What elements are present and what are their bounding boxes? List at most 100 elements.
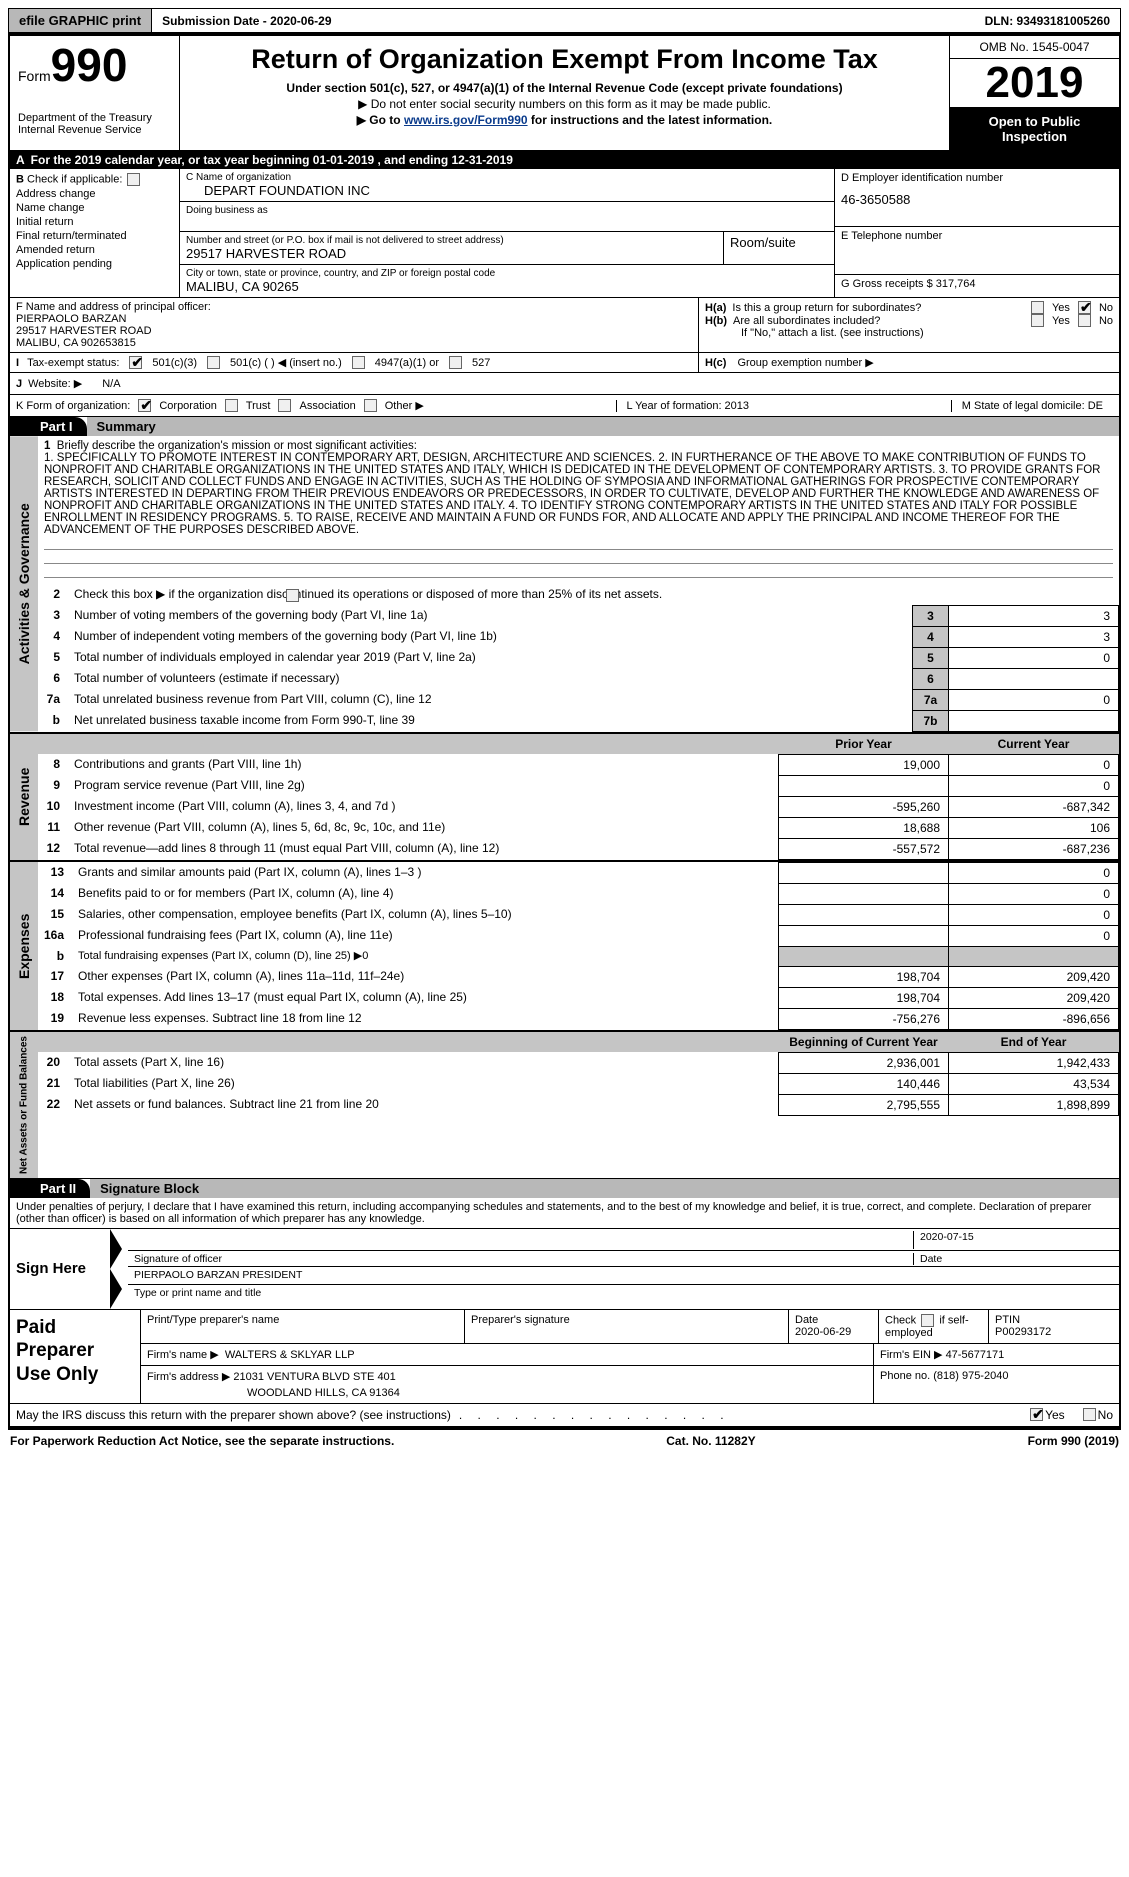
firm-name: WALTERS & SKLYAR LLP	[225, 1349, 355, 1361]
preparer-label: Paid Preparer Use Only	[10, 1310, 140, 1403]
hb-no-checkbox[interactable]	[1078, 314, 1091, 327]
line7b-val	[949, 710, 1119, 731]
website-row: J Website: ▶ N/A	[10, 373, 1119, 395]
org-name: DEPART FOUNDATION INC	[186, 183, 828, 198]
ha-yes-checkbox[interactable]	[1031, 301, 1044, 314]
form-number: Form990	[18, 42, 171, 88]
arrow-icon	[110, 1229, 122, 1269]
header-sub3: ▶ Go to www.irs.gov/Form990 for instruct…	[188, 113, 941, 127]
ha-no-checkbox[interactable]	[1078, 301, 1091, 314]
expenses-section: Expenses 13Grants and similar amounts pa…	[10, 862, 1119, 1032]
blank-line	[44, 536, 1113, 550]
firm-addr2: WOODLAND HILLS, CA 91364	[147, 1387, 867, 1399]
vlabel-activities: Activities & Governance	[10, 436, 38, 731]
firm-phone: (818) 975-2040	[933, 1370, 1008, 1382]
row-a: A For the 2019 calendar year, or tax yea…	[10, 151, 1119, 169]
vlabel-expenses: Expenses	[10, 862, 38, 1030]
irs-link[interactable]: www.irs.gov/Form990	[404, 113, 528, 127]
identity-block: B Check if applicable: Address change Na…	[10, 169, 1119, 298]
blank-line	[44, 550, 1113, 564]
topbar: efile GRAPHIC print Submission Date - 20…	[8, 8, 1121, 34]
chk-initial-return: Initial return	[16, 216, 173, 228]
id-center: C Name of organization DEPART FOUNDATION…	[180, 169, 834, 297]
line6-val	[949, 668, 1119, 689]
dots: . . . . . . . . . . . . . . .	[451, 1408, 1028, 1422]
tax-year: 2019	[950, 59, 1119, 108]
line3-val: 3	[949, 605, 1119, 626]
activities-section: Activities & Governance 1 Briefly descri…	[10, 436, 1119, 733]
sign-here: Sign Here 2020-07-15 Signature of office…	[10, 1229, 1119, 1310]
chk-527[interactable]	[449, 356, 462, 369]
line7a-val: 0	[949, 689, 1119, 710]
address-row: Number and street (or P.O. box if mail i…	[180, 232, 834, 265]
col-b: B Check if applicable: Address change Na…	[10, 169, 180, 297]
part1-tab: Part I	[10, 417, 87, 436]
efile-print-button[interactable]: efile GRAPHIC print	[9, 9, 152, 32]
chk-corp[interactable]	[138, 399, 151, 412]
form-header: Form990 Department of the Treasury Inter…	[10, 36, 1119, 151]
chk-501c3[interactable]	[129, 356, 142, 369]
discontinued-checkbox[interactable]	[286, 589, 299, 602]
irs: Internal Revenue Service	[18, 124, 171, 136]
header-sub2: ▶ Do not enter social security numbers o…	[188, 97, 941, 111]
chk-assoc[interactable]	[278, 399, 291, 412]
net-table: Beginning of Current YearEnd of Year 20T…	[38, 1032, 1119, 1116]
ein-cell: D Employer identification number 46-3650…	[835, 169, 1119, 227]
arrow-icon	[110, 1269, 122, 1309]
revenue-table: Prior YearCurrent Year 8Contributions an…	[38, 734, 1119, 860]
line5-val: 0	[949, 647, 1119, 668]
gross-receipts: G Gross receipts $ 317,764	[835, 275, 1119, 293]
chk-address-change: Address change	[16, 188, 173, 200]
preparer-block: Paid Preparer Use Only Print/Type prepar…	[10, 1310, 1119, 1404]
mission-text: 1. SPECIFICALLY TO PROMOTE INTEREST IN C…	[44, 452, 1113, 536]
self-employed-checkbox[interactable]	[921, 1314, 934, 1327]
year-formation: L Year of formation: 2013	[616, 400, 760, 412]
officer-addr1: 29517 HARVESTER ROAD	[16, 325, 692, 337]
chk-501c[interactable]	[207, 356, 220, 369]
prep-row1: Print/Type preparer's name Preparer's si…	[141, 1310, 1119, 1344]
phone-cell: E Telephone number	[835, 227, 1119, 275]
chk-amended: Amended return	[16, 244, 173, 256]
expenses-table: 13Grants and similar amounts paid (Part …	[38, 862, 1119, 1030]
chk-trust[interactable]	[225, 399, 238, 412]
submission-date: Submission Date - 2020-06-29	[152, 10, 341, 32]
state-domicile: M State of legal domicile: DE	[951, 400, 1113, 412]
open-to-public: Open to Public Inspection	[950, 108, 1119, 150]
header-sub1: Under section 501(c), 527, or 4947(a)(1)…	[188, 81, 941, 95]
mission-block: 1 Briefly describe the organization's mi…	[38, 436, 1119, 536]
blank-line	[44, 564, 1113, 578]
activities-body: 1 Briefly describe the organization's mi…	[38, 436, 1119, 731]
officer-signed-name: PIERPAOLO BARZAN PRESIDENT	[134, 1269, 1113, 1283]
website-value: N/A	[102, 378, 120, 390]
tax-hc-row: I Tax-exempt status: 501(c)(3) 501(c) ( …	[10, 353, 1119, 373]
header-left: Form990 Department of the Treasury Inter…	[10, 36, 180, 150]
street-cell: Number and street (or P.O. box if mail i…	[180, 232, 724, 264]
prep-row2: Firm's name ▶ WALTERS & SKLYAR LLP Firm'…	[141, 1344, 1119, 1366]
dept-treasury: Department of the Treasury	[18, 112, 171, 124]
room-suite: Room/suite	[724, 232, 834, 264]
paperwork-notice: For Paperwork Reduction Act Notice, see …	[10, 1434, 394, 1448]
discuss-no-checkbox[interactable]	[1083, 1408, 1096, 1421]
header-center: Return of Organization Exempt From Incom…	[180, 36, 949, 150]
officer-h-row: F Name and address of principal officer:…	[10, 298, 1119, 353]
tax-status: I Tax-exempt status: 501(c)(3) 501(c) ( …	[10, 353, 699, 372]
part2-tab: Part II	[10, 1179, 90, 1198]
chk-other[interactable]	[364, 399, 377, 412]
firm-ein: 47-5677171	[946, 1349, 1005, 1361]
checkbox[interactable]	[127, 173, 140, 186]
dln: DLN: 93493181005260	[975, 10, 1120, 32]
part2-header: Part II Signature Block	[10, 1179, 1119, 1198]
revenue-section: Revenue Prior YearCurrent Year 8Contribu…	[10, 734, 1119, 862]
street-address: 29517 HARVESTER ROAD	[186, 246, 717, 261]
sign-date: 2020-07-15	[913, 1231, 1113, 1249]
chk-final-return: Final return/terminated	[16, 230, 173, 242]
prep-row3: Firm's address ▶ 21031 VENTURA BLVD STE …	[141, 1366, 1119, 1403]
hc-cell: H(c) Group exemption number ▶	[699, 353, 1119, 372]
hb-yes-checkbox[interactable]	[1031, 314, 1044, 327]
discuss-row: May the IRS discuss this return with the…	[10, 1404, 1119, 1428]
chk-4947[interactable]	[352, 356, 365, 369]
vlabel-revenue: Revenue	[10, 734, 38, 860]
part2-title: Signature Block	[90, 1179, 1119, 1198]
discuss-yes-checkbox[interactable]	[1030, 1408, 1043, 1421]
form-footer: Form 990 (2019)	[1028, 1434, 1119, 1448]
